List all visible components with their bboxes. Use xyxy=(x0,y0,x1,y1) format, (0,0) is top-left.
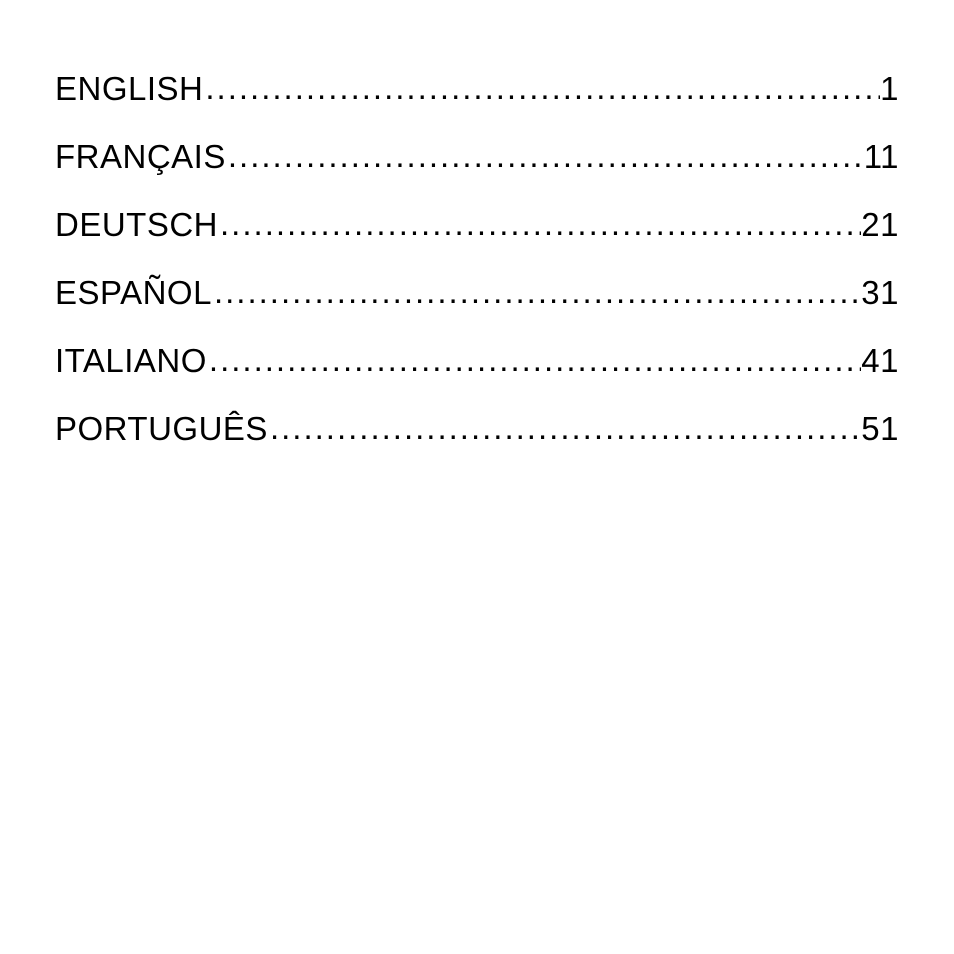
toc-entry: ITALIANO 41 xyxy=(55,342,899,380)
toc-entry-page: 21 xyxy=(861,206,899,244)
toc-leader-dots xyxy=(203,69,880,107)
toc-entry: ENGLISH 1 xyxy=(55,70,899,108)
toc-leader-dots xyxy=(268,409,861,447)
table-of-contents: ENGLISH 1 FRANÇAIS 11 DEUTSCH 21 ESPAÑOL… xyxy=(55,70,899,448)
toc-entry-page: 31 xyxy=(861,274,899,312)
toc-entry-label: ESPAÑOL xyxy=(55,274,212,312)
toc-entry-label: FRANÇAIS xyxy=(55,138,226,176)
toc-entry-label: ITALIANO xyxy=(55,342,207,380)
toc-entry-label: DEUTSCH xyxy=(55,206,218,244)
toc-entry: FRANÇAIS 11 xyxy=(55,138,899,176)
toc-entry-label: ENGLISH xyxy=(55,70,203,108)
toc-leader-dots xyxy=(212,273,861,311)
toc-entry: ESPAÑOL 31 xyxy=(55,274,899,312)
toc-entry: PORTUGUÊS 51 xyxy=(55,410,899,448)
toc-leader-dots xyxy=(226,137,864,175)
toc-entry-page: 41 xyxy=(861,342,899,380)
toc-entry: DEUTSCH 21 xyxy=(55,206,899,244)
toc-leader-dots xyxy=(218,205,861,243)
toc-entry-page: 1 xyxy=(880,70,899,108)
toc-leader-dots xyxy=(207,341,861,379)
toc-entry-label: PORTUGUÊS xyxy=(55,410,268,448)
toc-entry-page: 11 xyxy=(864,138,899,176)
toc-entry-page: 51 xyxy=(861,410,899,448)
